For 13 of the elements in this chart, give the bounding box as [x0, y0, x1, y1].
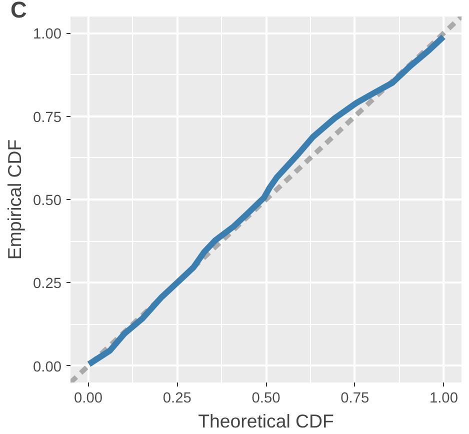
x-tick-label: 0.75: [340, 390, 370, 406]
x-tick-label: 1.00: [429, 390, 458, 406]
y-tick-label: 0.00: [32, 359, 62, 376]
y-tick-label: 0.50: [32, 193, 62, 209]
x-axis-title: Theoretical CDF: [198, 410, 334, 432]
y-tick-label: 0.25: [32, 276, 62, 292]
y-tick-label: 0.75: [32, 110, 62, 126]
chart-title: C: [10, 0, 27, 22]
y-tick-label: 1.00: [32, 26, 62, 43]
x-tick-label: 0.50: [252, 390, 280, 406]
x-tick-label: 0.00: [74, 390, 103, 406]
x-tick-label: 0.25: [162, 390, 192, 406]
y-axis-title: Empirical CDF: [4, 139, 25, 260]
